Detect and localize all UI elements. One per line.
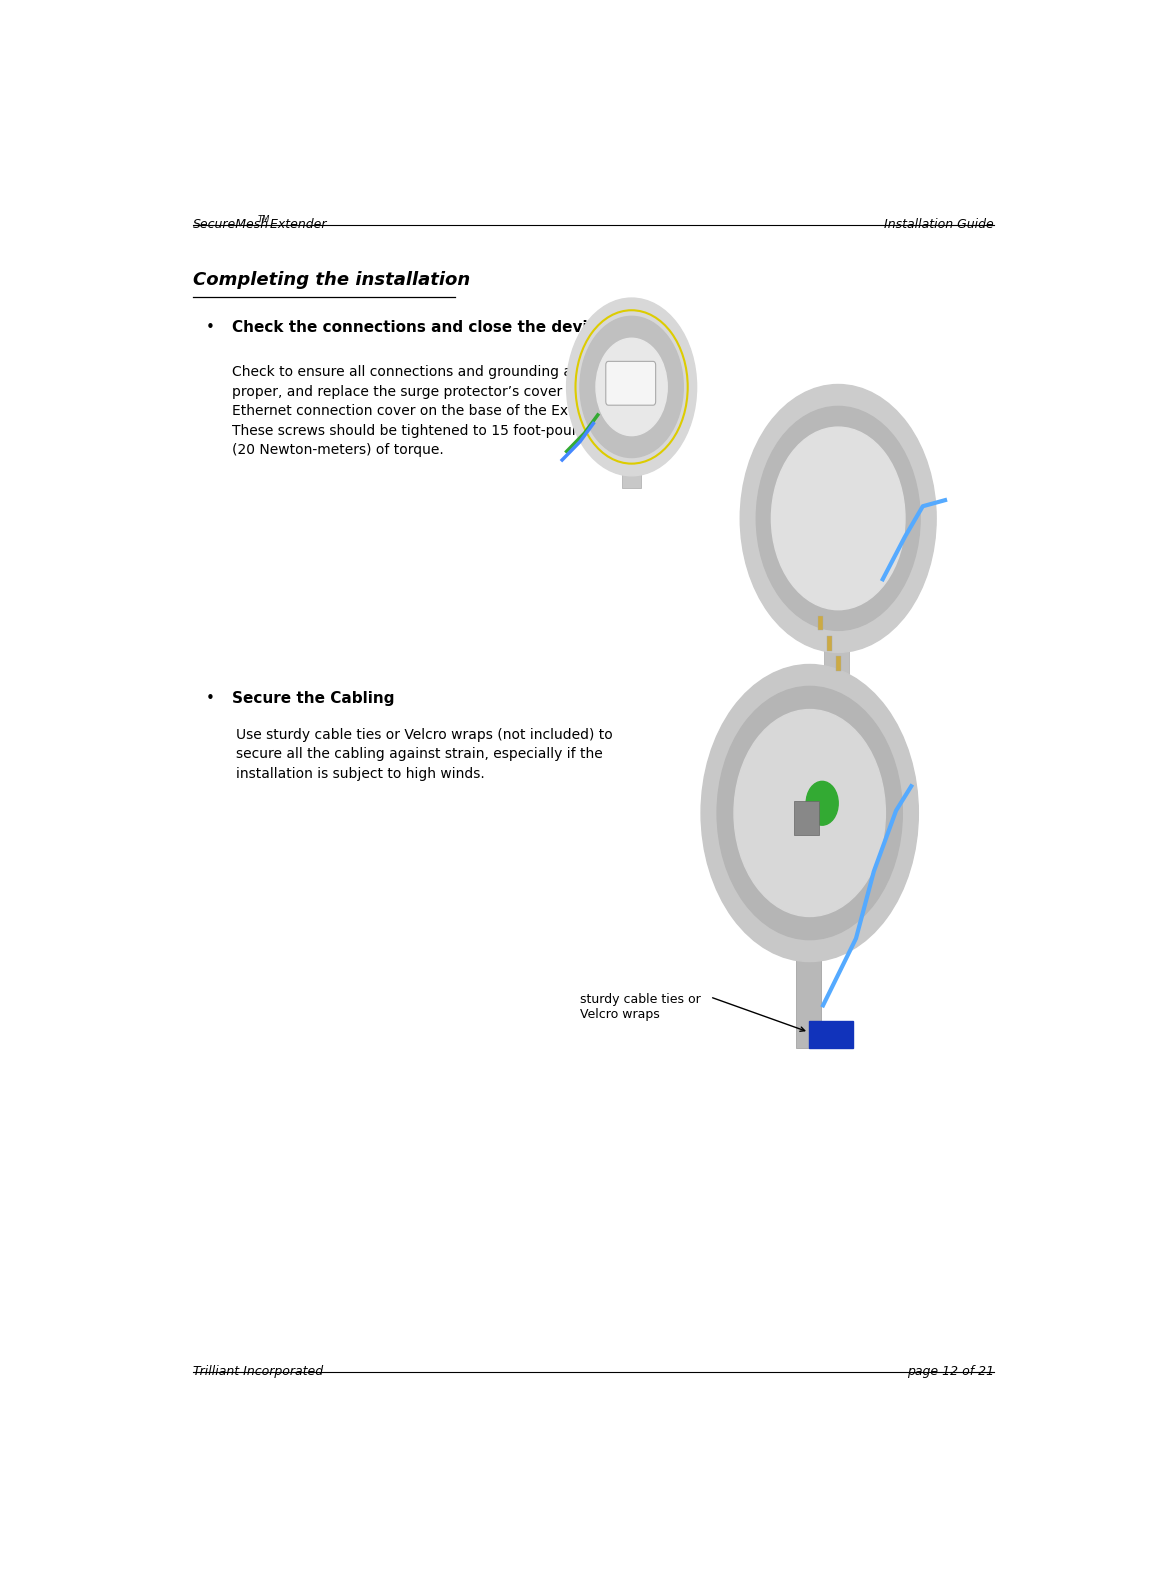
Text: •: • xyxy=(206,319,215,335)
FancyBboxPatch shape xyxy=(796,817,822,1048)
Circle shape xyxy=(701,664,918,961)
Text: Completing the installation: Completing the installation xyxy=(193,272,470,289)
FancyBboxPatch shape xyxy=(835,656,841,670)
Text: Check to ensure all connections and grounding are
proper, and replace the surge : Check to ensure all connections and grou… xyxy=(232,365,619,457)
FancyBboxPatch shape xyxy=(826,637,832,651)
FancyBboxPatch shape xyxy=(809,1021,854,1048)
Circle shape xyxy=(580,316,684,457)
Circle shape xyxy=(717,686,902,939)
Text: Installation Guide: Installation Guide xyxy=(885,218,994,231)
Text: SecureMesh: SecureMesh xyxy=(193,218,269,231)
FancyBboxPatch shape xyxy=(622,389,641,489)
Text: page 12 of 21: page 12 of 21 xyxy=(907,1364,994,1379)
FancyBboxPatch shape xyxy=(606,362,656,405)
Text: Secure the Cabling: Secure the Cabling xyxy=(232,691,394,707)
Text: •: • xyxy=(206,691,215,707)
FancyBboxPatch shape xyxy=(824,519,849,683)
Text: TM: TM xyxy=(257,215,270,223)
Circle shape xyxy=(740,384,936,653)
FancyBboxPatch shape xyxy=(818,617,823,631)
FancyBboxPatch shape xyxy=(794,802,818,835)
Circle shape xyxy=(807,781,839,825)
Circle shape xyxy=(771,427,905,610)
Text: Use sturdy cable ties or Velcro wraps (not included) to
secure all the cabling a: Use sturdy cable ties or Velcro wraps (n… xyxy=(237,727,612,781)
Text: Trilliant Incorporated: Trilliant Incorporated xyxy=(193,1364,323,1379)
Text: sturdy cable ties or
Velcro wraps: sturdy cable ties or Velcro wraps xyxy=(580,993,701,1021)
Circle shape xyxy=(756,406,920,631)
Text: Extender: Extender xyxy=(265,218,326,231)
Circle shape xyxy=(734,710,886,917)
Text: Check the connections and close the device: Check the connections and close the devi… xyxy=(232,319,607,335)
Circle shape xyxy=(566,299,696,476)
Circle shape xyxy=(596,338,668,436)
